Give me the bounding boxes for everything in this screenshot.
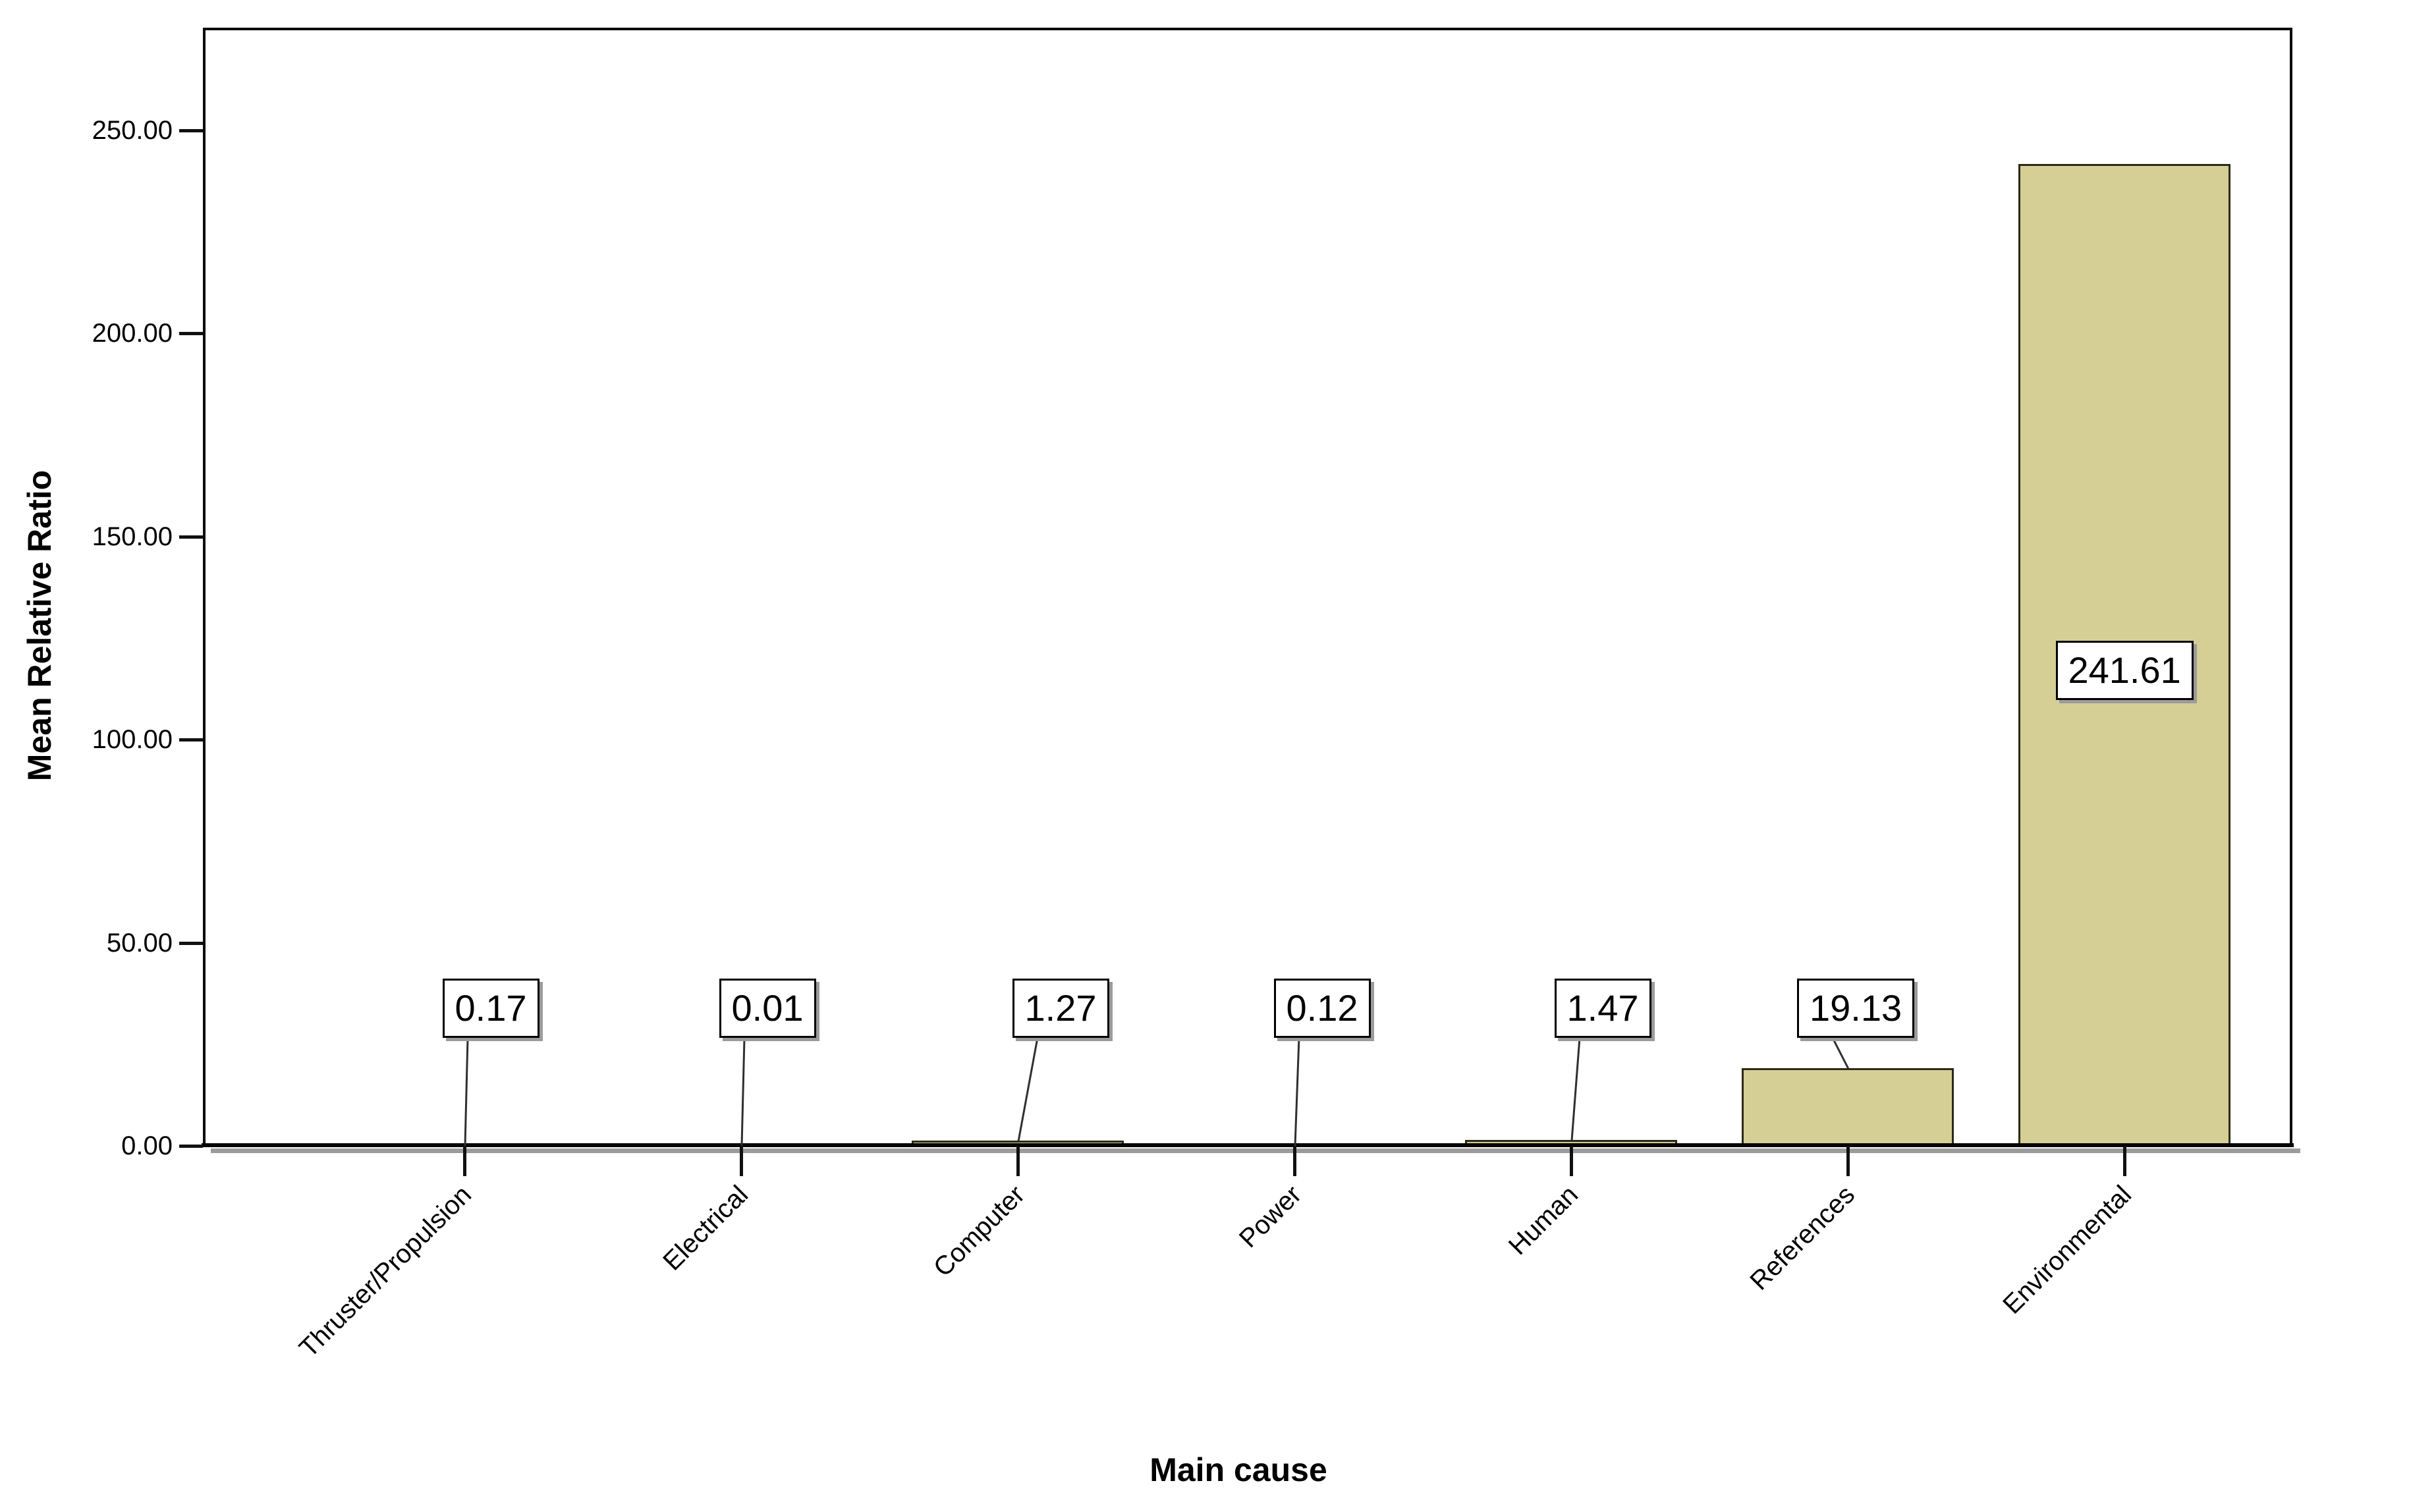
category-tick: [1016, 1146, 1020, 1176]
category-tick: [740, 1146, 743, 1176]
y-tick: [179, 941, 203, 945]
y-tick: [179, 332, 203, 335]
value-label-box: 1.47: [1554, 979, 1651, 1038]
bar: [1465, 1140, 1677, 1146]
value-label-box: 0.12: [1273, 979, 1371, 1038]
category-label: Computer: [928, 1180, 1031, 1283]
value-label-box: 1.27: [1012, 979, 1109, 1038]
category-label: Thruster/Propulsion: [294, 1180, 478, 1363]
category-label: References: [1744, 1180, 1861, 1296]
x-axis-shadow: [211, 1148, 2300, 1153]
value-label-box: 19.13: [1797, 979, 1915, 1038]
y-tick-label: 200.00: [92, 319, 173, 348]
category-label: Power: [1233, 1180, 1308, 1254]
x-axis-title: Main cause: [1149, 1451, 1327, 1488]
plot-frame: [203, 28, 2292, 1146]
category-label: Environmental: [1997, 1180, 2138, 1320]
x-axis-line: [202, 1143, 2294, 1147]
y-tick-label: 0.00: [121, 1131, 173, 1160]
category-tick: [2123, 1146, 2126, 1176]
y-tick-label: 250.00: [92, 115, 173, 145]
category-tick: [1570, 1146, 1573, 1176]
category-label: Electrical: [657, 1180, 754, 1276]
value-label-box: 0.17: [442, 979, 540, 1038]
category-tick: [1293, 1146, 1296, 1176]
category-tick: [463, 1146, 466, 1176]
y-tick: [179, 535, 203, 539]
y-tick-label: 150.00: [92, 522, 173, 551]
category-label: Human: [1503, 1180, 1584, 1261]
bar: [1742, 1068, 1954, 1146]
value-label-box: 241.61: [2055, 641, 2194, 700]
category-tick: [1846, 1146, 1850, 1176]
y-tick: [179, 128, 203, 132]
y-tick: [179, 738, 203, 742]
y-tick-label: 100.00: [92, 725, 173, 754]
y-axis-title: Mean Relative Ratio: [21, 470, 58, 782]
y-tick: [179, 1145, 203, 1148]
value-label-box: 0.01: [719, 979, 816, 1038]
y-tick-label: 50.00: [106, 928, 173, 958]
